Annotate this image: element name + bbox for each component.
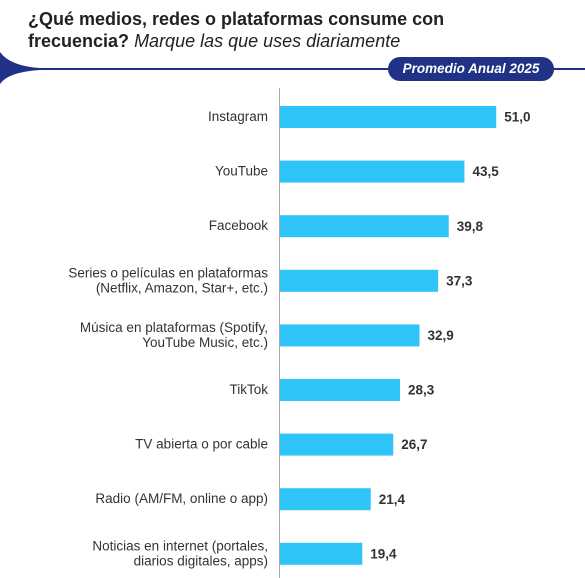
- category-label: Series o películas en plataformas (Netfli…: [68, 265, 268, 295]
- title-block: ¿Qué medios, redes o plataformas consume…: [28, 8, 498, 52]
- value-label: 26,7: [401, 437, 427, 452]
- category-label: Música en plataformas (Spotify, YouTube M…: [80, 319, 268, 349]
- value-label: 21,4: [379, 492, 406, 507]
- value-label: 39,8: [457, 219, 484, 234]
- bar: [280, 542, 363, 565]
- bar: [280, 106, 497, 128]
- category-label: Radio (AM/FM, online o app): [95, 491, 268, 506]
- category-label: Instagram: [208, 109, 268, 124]
- value-label: 19,4: [370, 546, 397, 561]
- bar: [280, 379, 400, 401]
- bar: [280, 269, 439, 292]
- bar: [280, 324, 420, 347]
- category-label: Facebook: [209, 218, 269, 233]
- badge-text: Promedio Anual 2025: [403, 61, 540, 76]
- category-label: TV abierta o por cable: [135, 436, 268, 451]
- bar: [280, 433, 394, 456]
- category-label: TikTok: [229, 382, 268, 397]
- chart-subtitle: Marque las que uses diariamente: [134, 31, 401, 51]
- category-label: Noticias en internet (portales, diarios d…: [92, 538, 268, 568]
- value-label: 37,3: [446, 273, 473, 288]
- value-label: 43,5: [472, 164, 499, 179]
- value-label: 32,9: [427, 328, 453, 343]
- bar: [280, 160, 465, 183]
- header-stripe: [0, 52, 585, 84]
- chart-title: ¿Qué medios, redes o plataformas consume…: [28, 9, 445, 51]
- bar: [280, 215, 449, 238]
- badge: [388, 57, 554, 81]
- value-label: 51,0: [504, 110, 530, 125]
- category-label: YouTube: [215, 163, 268, 178]
- value-label: 28,3: [408, 383, 435, 398]
- bar: [280, 488, 371, 511]
